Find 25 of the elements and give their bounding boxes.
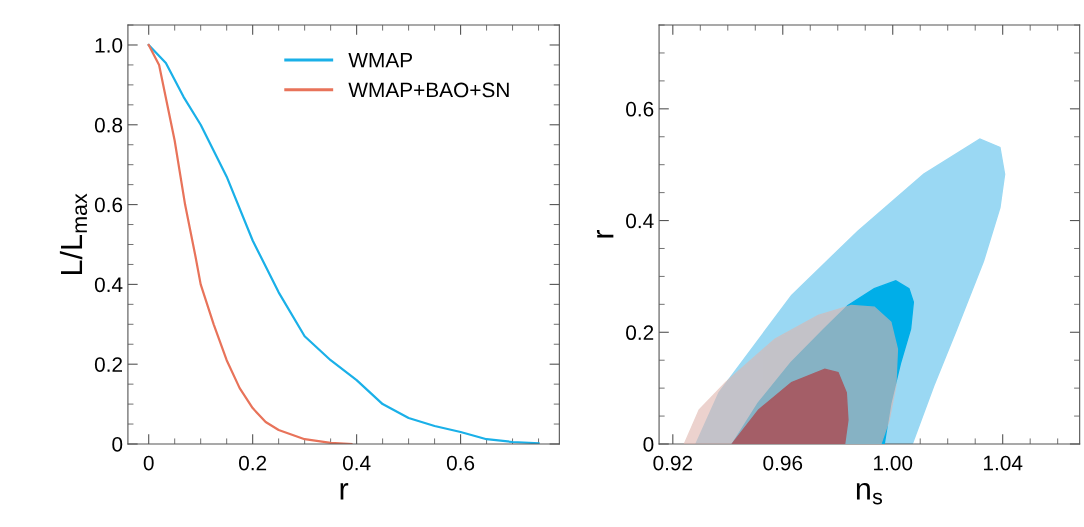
y-tick-label: 0.2 [626, 325, 654, 341]
y-tick-label: 0 [643, 437, 654, 452]
x-axis-title: r [340, 483, 349, 500]
y-tick-label: 1.0 [95, 37, 123, 53]
x-tick-label: 0 [143, 455, 154, 471]
y-axis-title: r [596, 229, 614, 238]
y-axis-title: L/L$_{max}$ [59, 193, 88, 275]
legend-label: WMAP [348, 52, 413, 68]
y-tick-label: 0.4 [94, 277, 123, 293]
x-tick-label: 1.00 [874, 455, 913, 471]
x-tick-label: 0.6 [446, 455, 475, 471]
legend-label: WMAP+BAO+SN [348, 82, 509, 98]
y-tick-label: 0.4 [626, 213, 654, 229]
y-tick-label: 0.6 [626, 101, 654, 117]
y-tick-label: 0.2 [94, 357, 123, 372]
line-series [147, 43, 540, 444]
x-axis-title: n$_{s}$ [856, 482, 883, 505]
y-tick-label: 0 [112, 437, 123, 452]
x-tick-label: 0.92 [653, 455, 693, 471]
x-tick-label: 0.2 [239, 455, 267, 471]
x-tick-label: 0.4 [342, 455, 371, 471]
x-tick-label: 0.96 [763, 455, 803, 471]
y-tick-label: 0.6 [94, 197, 123, 213]
y-tick-label: 0.8 [94, 117, 123, 133]
x-tick-label: 1.04 [984, 455, 1023, 471]
